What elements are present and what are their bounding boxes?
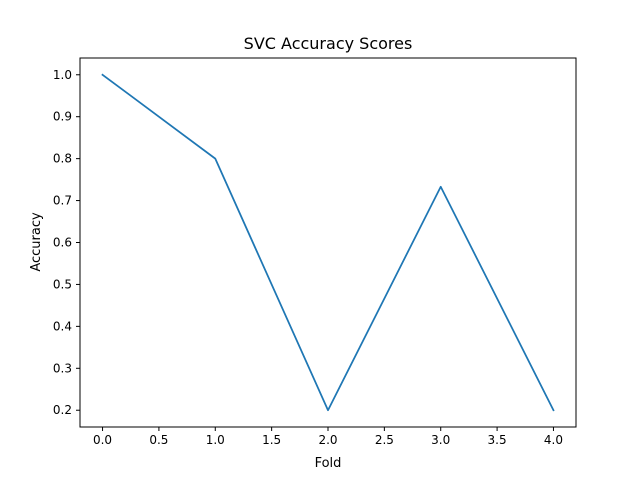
series-line [101,73,555,412]
x-tick-label: 4.0 [544,433,563,447]
x-tick-label: 3.5 [488,433,507,447]
y-tick-label: 0.5 [53,277,72,291]
y-tick-label: 0.3 [53,361,72,375]
series-layer [101,73,555,412]
y-tick-label: 0.2 [53,403,72,417]
y-tick-label: 0.8 [53,152,72,166]
x-tick-label: 1.0 [206,433,225,447]
y-axis-ticks: 0.2 0.3 0.4 0.5 0.6 0.7 0.8 0.9 1.0 [53,68,80,417]
x-tick-label: 2.5 [375,433,394,447]
x-axis-label: Fold [315,456,342,471]
plot-area-frame [79,57,577,428]
x-axis-ticks: 0.0 0.5 1.0 1.5 2.0 2.5 3.0 3.5 4.0 [93,427,563,447]
x-tick-label: 2.0 [318,433,337,447]
y-tick-label: 0.6 [53,236,72,250]
x-tick-label: 1.5 [262,433,281,447]
x-tick-label: 3.0 [431,433,450,447]
chart-title: SVC Accuracy Scores [244,34,413,53]
x-tick-label: 0.5 [149,433,168,447]
y-axis-label: Accuracy [29,212,44,272]
y-tick-label: 0.4 [53,319,72,333]
x-tick-label: 0.0 [93,433,112,447]
y-tick-label: 1.0 [53,68,72,82]
y-tick-label: 0.7 [53,194,72,208]
y-tick-label: 0.9 [53,110,72,124]
